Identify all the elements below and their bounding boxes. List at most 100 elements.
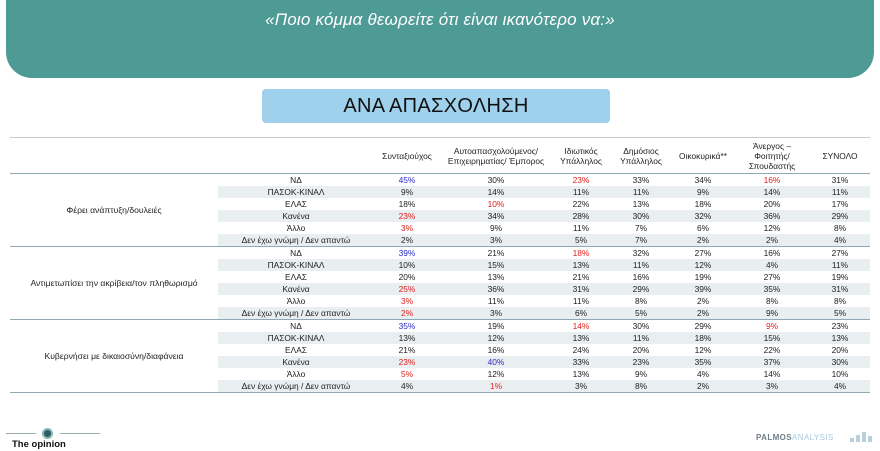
logo-rule [6, 433, 36, 434]
percentage-cell: 18% [694, 199, 712, 209]
percentage-cell: 10% [374, 259, 440, 271]
percentage-cell: 2% [734, 234, 810, 247]
percentage-cell: 15% [734, 332, 810, 344]
results-table: Συνταξιούχος Αυτοαπασχολούμενος/ Επιχειρ… [10, 137, 870, 393]
percentage-cell: 11% [572, 296, 590, 306]
percentage-cell: 18% [398, 199, 416, 209]
percentage-cell: 3% [734, 380, 810, 393]
percentage-cell: 35% [734, 283, 810, 295]
table-row: ΕΛΑΣ 18% 10% 22% 13% 18% 20% 17% [10, 198, 870, 210]
percentage-cell: 3% [400, 223, 414, 233]
percentage-cell: 31% [831, 175, 849, 185]
party-option: ΝΔ [290, 321, 302, 331]
percentage-cell: 1% [440, 380, 552, 393]
percentage-cell: 10% [831, 369, 849, 379]
group-label: Φέρει ανάπτυξη/δουλειές [10, 173, 218, 247]
percentage-cell: 19% [831, 272, 849, 282]
column-header: Οικοκυρικά** [672, 137, 734, 174]
party-option: Κανένα [218, 283, 374, 295]
percentage-cell: 36% [440, 283, 552, 295]
percentage-cell: 11% [610, 259, 672, 271]
percentage-cell: 2% [672, 380, 734, 393]
percentage-cell: 29% [610, 283, 672, 295]
percentage-cell: 12% [763, 223, 781, 233]
percentage-cell: 9% [374, 186, 440, 198]
table-row: Αντιμετωπίσει την ακρίβεια/τον πληθωρισμ… [10, 246, 870, 320]
table-row: Δεν έχω γνώμη / Δεν απαντώ 4% 1% 3% 8% 2% 3% 4% [10, 380, 870, 393]
percentage-cell: 7% [634, 223, 648, 233]
percentage-cell: 3% [400, 296, 414, 306]
percentage-cell: 4% [734, 259, 810, 271]
percentage-cell: 27% [763, 272, 781, 282]
percentage-cell: 14% [763, 369, 781, 379]
percentage-cell: 22% [763, 345, 781, 355]
percentage-cell: 13% [552, 332, 610, 344]
percentage-cell: 14% [440, 186, 552, 198]
percentage-cell: 11% [610, 332, 672, 344]
percentage-cell: 30% [632, 321, 650, 331]
percentage-cell: 16% [487, 345, 505, 355]
percentage-cell: 23% [831, 321, 849, 331]
party-option: Άλλο [286, 369, 306, 379]
party-option: Δεν έχω γνώμη / Δεν απαντώ [218, 234, 374, 247]
percentage-cell: 9% [734, 307, 810, 320]
percentage-cell: 3% [552, 380, 610, 393]
table-row: ΠΑΣΟΚ-ΚΙΝΑΛ 13% 12% 13% 11% 18% 15% 13% [10, 332, 870, 344]
percentage-cell: 30% [487, 175, 505, 185]
logo-text: The opinion [12, 439, 66, 450]
percentage-cell: 5% [552, 234, 610, 247]
table-row: ΕΛΑΣ 20% 13% 21% 16% 19% 27% 19% [10, 271, 870, 283]
column-header: Συνταξιούχος [374, 137, 440, 174]
percentage-cell: 31% [552, 283, 610, 295]
percentage-cell: 2% [672, 234, 734, 247]
party-option: Κανένα [218, 210, 374, 222]
party-option: ΕΛΑΣ [285, 345, 307, 355]
percentage-cell: 11% [487, 296, 505, 306]
percentage-cell: 2% [374, 307, 440, 320]
percentage-cell: 13% [632, 199, 650, 209]
percentage-cell: 4% [810, 380, 870, 393]
logo-rule [60, 433, 100, 434]
party-option: Άλλο [286, 223, 306, 233]
party-option: Δεν έχω γνώμη / Δεν απαντώ [218, 380, 374, 393]
percentage-cell: 8% [833, 223, 847, 233]
table-row: Άλλο 5% 12% 13% 9% 4% 14% 10% [10, 368, 870, 380]
table-row: Φέρει ανάπτυξη/δουλειές ΝΔ 45% 30% 23% 33% 34%… [10, 173, 870, 247]
percentage-cell: 20% [398, 272, 416, 282]
percentage-cell: 23% [374, 210, 440, 222]
brand-right: ANALYSIS [792, 433, 834, 442]
percentage-cell: 9% [672, 186, 734, 198]
group-label: Κυβερνήσει με δικαιοσύνη/διαφάνεια [10, 319, 218, 393]
percentage-cell: 4% [374, 380, 440, 393]
percentage-cell: 23% [610, 356, 672, 368]
percentage-cell: 13% [552, 259, 610, 271]
column-header: Δημόσιος Υπάλληλος [610, 137, 672, 174]
percentage-cell: 5% [610, 307, 672, 320]
percentage-cell: 35% [672, 356, 734, 368]
group-label: Αντιμετωπίσει την ακρίβεια/τον πληθωρισμ… [10, 246, 218, 320]
percentage-cell: 12% [694, 345, 712, 355]
percentage-cell: 21% [398, 345, 416, 355]
percentage-cell: 13% [487, 272, 505, 282]
percentage-cell: 11% [552, 186, 610, 198]
percentage-cell: 23% [374, 356, 440, 368]
percentage-cell: 16% [632, 272, 650, 282]
percentage-cell: 9% [634, 369, 648, 379]
percentage-cell: 37% [734, 356, 810, 368]
percentage-cell: 9% [765, 321, 779, 331]
percentage-cell: 8% [765, 296, 779, 306]
percentage-cell: 27% [831, 248, 849, 258]
party-option: ΕΛΑΣ [285, 199, 307, 209]
percentage-cell: 34% [440, 210, 552, 222]
table-row: Άλλο 3% 9% 11% 7% 6% 12% 8% [10, 222, 870, 234]
party-option: ΠΑΣΟΚ-ΚΙΝΑΛ [218, 259, 374, 271]
column-header: ΣΥΝΟΛΟ [810, 137, 870, 174]
percentage-cell: 36% [734, 210, 810, 222]
percentage-cell: 14% [734, 186, 810, 198]
percentage-cell: 13% [572, 369, 590, 379]
percentage-cell: 16% [763, 248, 781, 258]
percentage-cell: 11% [810, 259, 870, 271]
party-option: ΕΛΑΣ [285, 272, 307, 282]
question-title: «Ποιο κόμμα θεωρείτε ότι είναι ικανότερο… [265, 10, 615, 29]
column-header: Αυτοαπασχολούμενος/ Επιχειρηματίας/ Έμπο… [440, 137, 552, 174]
